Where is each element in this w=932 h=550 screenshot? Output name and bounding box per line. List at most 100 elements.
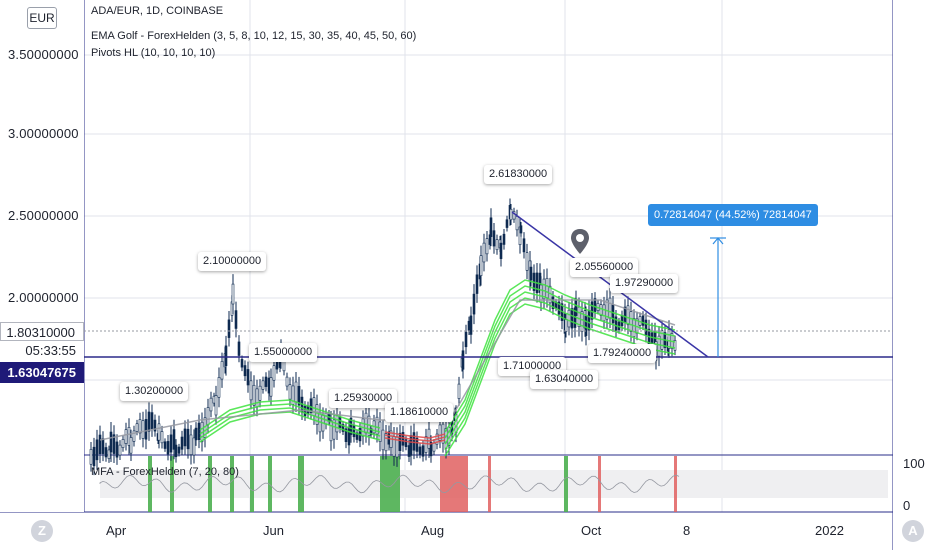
candle [482, 242, 486, 263]
ema-ribbon [444, 279, 676, 433]
candle [194, 427, 198, 441]
candle [101, 438, 105, 454]
indicator-axis[interactable] [893, 0, 932, 550]
measure-arrow-head [712, 237, 724, 245]
candle [269, 377, 273, 397]
candle [519, 225, 523, 234]
candle [107, 449, 111, 459]
candle [593, 298, 597, 312]
candle [243, 365, 247, 377]
mfa-bar [564, 456, 568, 512]
mfa-bar [230, 456, 234, 512]
candle [180, 436, 184, 450]
candle [98, 434, 102, 454]
candle [469, 315, 473, 335]
candle [580, 311, 584, 332]
candle [341, 424, 345, 432]
candle [432, 442, 436, 452]
candle [614, 316, 618, 331]
candle [629, 311, 633, 332]
symbol-legend[interactable]: ADA/EUR, 1D, COINBASE [91, 5, 224, 17]
pivot-label: 2.10000000 [198, 252, 267, 271]
price-axis[interactable] [0, 0, 84, 512]
candle [329, 420, 333, 442]
countdown-label: 05:33:55 [0, 341, 84, 360]
map-pin-icon[interactable] [570, 228, 590, 256]
candle [147, 411, 151, 432]
candle [129, 437, 133, 454]
candle [364, 412, 368, 434]
candle [118, 444, 122, 456]
zoom-z-button[interactable]: Z [31, 520, 53, 542]
candle [160, 431, 164, 444]
candle [369, 428, 373, 436]
candle [224, 345, 228, 367]
mfa-bar [298, 456, 304, 512]
candle [492, 230, 496, 247]
candle [557, 301, 561, 315]
candle [231, 283, 235, 305]
candle [189, 434, 193, 455]
candle [381, 429, 385, 451]
time-tick: 8 [683, 523, 691, 538]
candle [355, 432, 359, 440]
candle [418, 446, 422, 455]
candle [258, 385, 262, 401]
pivot-label: 1.55000000 [249, 343, 318, 362]
candle [401, 432, 405, 446]
mfa-legend[interactable]: MFA - ForexHelden (7, 20, 80) [91, 466, 239, 478]
ema-ribbon [199, 399, 381, 431]
candle [515, 216, 519, 231]
candle [297, 385, 301, 406]
candle [177, 446, 181, 454]
candle [464, 331, 468, 348]
pivot-label: 1.30200000 [120, 382, 189, 401]
currency-button[interactable]: EUR [27, 7, 57, 29]
candle [570, 308, 574, 329]
candle [183, 428, 187, 447]
candle [479, 255, 483, 276]
candle [172, 429, 176, 450]
candle [349, 417, 353, 435]
mfa-bar [380, 456, 400, 512]
pivot-label: 1.79240000 [588, 344, 657, 363]
candle [421, 445, 425, 457]
measure-label[interactable]: 0.72814047 (44.52%) 72814047 [648, 204, 818, 226]
ema-ribbon [384, 437, 446, 445]
candle [587, 310, 591, 331]
candle [512, 211, 516, 220]
pivots-legend[interactable]: Pivots HL (10, 10, 10, 10) [91, 47, 216, 59]
candle [282, 361, 286, 372]
price-tick: 3.00000000 [8, 126, 79, 141]
candle [404, 439, 408, 447]
candle [249, 380, 253, 401]
candle [169, 434, 173, 453]
candle [234, 310, 238, 329]
mfa-scale-top: 100 [903, 456, 925, 471]
candle [564, 319, 568, 332]
mfa-bar [674, 456, 677, 512]
mfa-bar [598, 456, 601, 512]
candle [574, 298, 578, 316]
candle [529, 266, 533, 281]
candle [153, 419, 157, 432]
ema-golf-legend[interactable]: EMA Golf - ForexHelden (3, 5, 8, 10, 12,… [91, 30, 417, 42]
last-price-label: 1.80310000 [0, 322, 84, 341]
candle [584, 315, 588, 336]
candle [438, 424, 442, 441]
time-tick: 2022 [815, 523, 844, 538]
candle [384, 433, 388, 452]
candle [220, 361, 224, 380]
pivot-label: 1.25930000 [329, 389, 398, 408]
candle [611, 304, 615, 324]
auto-scale-button[interactable]: A [902, 520, 924, 542]
candle [415, 437, 419, 452]
price-tick: 2.50000000 [8, 208, 79, 223]
ema-ribbon [444, 291, 676, 445]
mfa-bar [148, 456, 152, 512]
candle [457, 383, 461, 399]
candle [92, 446, 96, 467]
candle [237, 341, 241, 356]
candle [424, 436, 428, 453]
